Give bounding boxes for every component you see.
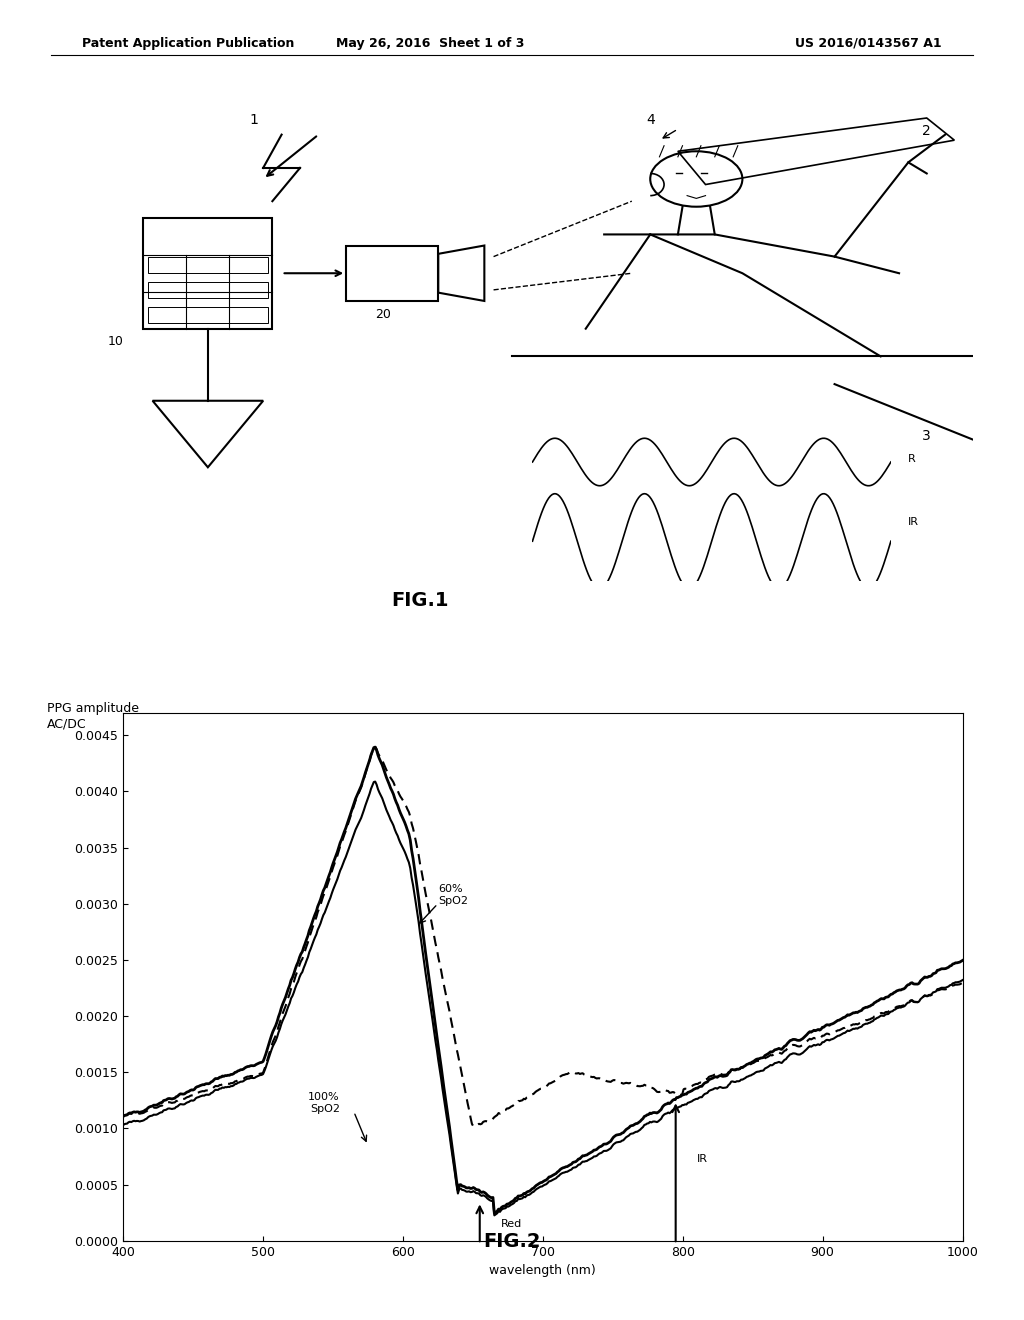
Text: IR: IR	[908, 517, 919, 528]
Text: 60%
SpO2: 60% SpO2	[437, 884, 468, 906]
Text: R: R	[908, 454, 915, 465]
Text: 20: 20	[375, 308, 391, 321]
Bar	[148, 281, 268, 298]
X-axis label: wavelength (nm): wavelength (nm)	[489, 1265, 596, 1278]
Bar	[143, 218, 272, 329]
Text: May 26, 2016  Sheet 1 of 3: May 26, 2016 Sheet 1 of 3	[336, 37, 524, 50]
Text: 3: 3	[923, 429, 931, 442]
Text: 2: 2	[923, 124, 931, 137]
Text: 1: 1	[250, 112, 258, 127]
Text: FIG.2: FIG.2	[483, 1233, 541, 1251]
Text: Patent Application Publication: Patent Application Publication	[82, 37, 294, 50]
Text: 4: 4	[646, 112, 654, 127]
Text: PPG amplitude
AC/DC: PPG amplitude AC/DC	[47, 702, 139, 730]
Text: 10: 10	[108, 335, 124, 348]
Text: Red: Red	[501, 1220, 522, 1229]
Text: IR: IR	[696, 1154, 708, 1164]
Bar	[148, 256, 268, 273]
Text: FIG.1: FIG.1	[391, 591, 449, 610]
Bar	[346, 246, 438, 301]
Text: US 2016/0143567 A1: US 2016/0143567 A1	[796, 37, 942, 50]
Bar	[148, 306, 268, 323]
Text: 100%
SpO2: 100% SpO2	[308, 1092, 340, 1114]
